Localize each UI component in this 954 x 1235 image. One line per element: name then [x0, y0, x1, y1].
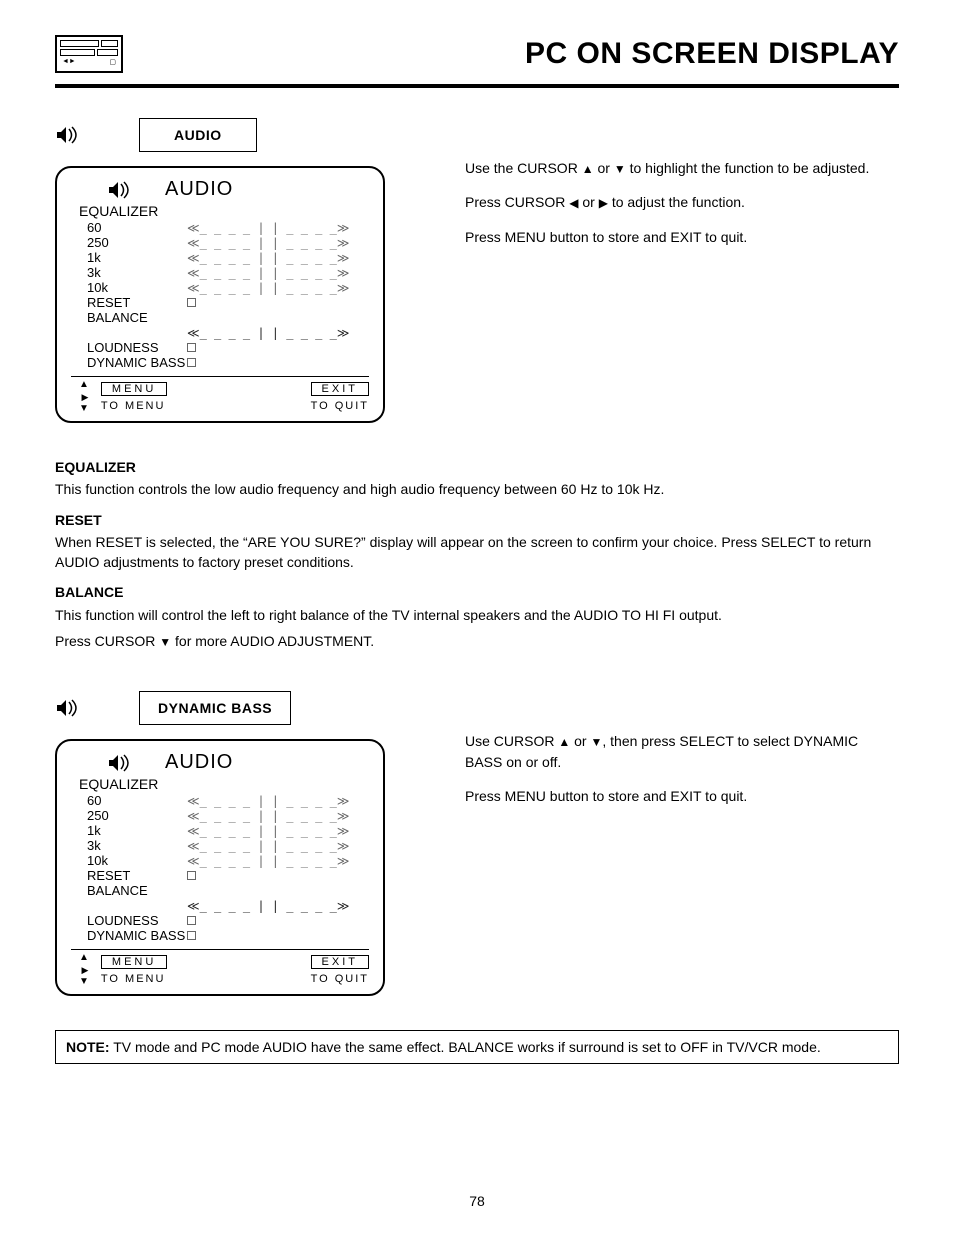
item-label: BALANCE: [87, 310, 187, 325]
osd-divider: [71, 376, 369, 377]
menu-sub: TO MENU: [101, 973, 167, 985]
note-label: NOTE:: [66, 1039, 110, 1055]
slider: ≪_ _ _ _ | | _ _ _ _≫: [187, 794, 349, 808]
logo-icon: ◄►▢: [55, 35, 123, 73]
item-label: LOUDNESS: [87, 340, 187, 355]
exit-box: EXIT: [311, 382, 369, 396]
note-text: TV mode and PC mode AUDIO have the same …: [110, 1039, 821, 1055]
exit-sub: TO QUIT: [311, 400, 369, 412]
exit-box: EXIT: [311, 955, 369, 969]
slider: ≪_ _ _ _ | | _ _ _ _≫: [187, 839, 349, 853]
checkbox-icon: [187, 871, 196, 880]
slider: ≪_ _ _ _ | | _ _ _ _≫: [187, 221, 349, 235]
checkbox-icon: [187, 358, 196, 367]
osd-divider: [71, 949, 369, 950]
band-label: 1k: [87, 823, 187, 838]
page-number: 78: [0, 1193, 954, 1209]
slider: ≪_ _ _ _ | | _ _ _ _≫: [187, 266, 349, 280]
slider: ≪_ _ _ _ | | _ _ _ _≫: [187, 854, 349, 868]
osd-title: AUDIO: [165, 751, 233, 774]
checkbox-icon: [187, 931, 196, 940]
osd-title: AUDIO: [165, 178, 233, 201]
band-label: 10k: [87, 853, 187, 868]
tab-dynamic-bass: DYNAMIC BASS: [139, 691, 291, 725]
speaker-icon: [107, 179, 141, 201]
equalizer-label: EQUALIZER: [57, 203, 383, 219]
note-box: NOTE: TV mode and PC mode AUDIO have the…: [55, 1030, 899, 1064]
nav-arrows-icon: ▲ ▶ ▼: [79, 954, 91, 986]
speaker-icon: [55, 697, 89, 719]
checkbox-icon: [187, 298, 196, 307]
checkbox-icon: [187, 343, 196, 352]
band-label: 60: [87, 793, 187, 808]
band-label: 250: [87, 808, 187, 823]
item-label: BALANCE: [87, 883, 187, 898]
balance-slider: ≪_ _ _ _ | | _ _ _ _≫: [187, 326, 349, 340]
checkbox-icon: [187, 916, 196, 925]
tab-audio: AUDIO: [139, 118, 257, 152]
desc-more: Press CURSOR ▼ for more AUDIO ADJUSTMENT…: [55, 631, 899, 651]
speaker-icon: [55, 124, 89, 146]
item-label: RESET: [87, 868, 187, 883]
heading-balance: BALANCE: [55, 582, 899, 602]
band-label: 10k: [87, 280, 187, 295]
descriptions: EQUALIZER This function controls the low…: [55, 457, 899, 651]
band-label: 1k: [87, 250, 187, 265]
header-rule: [55, 84, 899, 88]
desc-balance: This function will control the left to r…: [55, 605, 899, 625]
band-label: 250: [87, 235, 187, 250]
item-label: RESET: [87, 295, 187, 310]
slider: ≪_ _ _ _ | | _ _ _ _≫: [187, 824, 349, 838]
menu-box: MENU: [101, 955, 167, 969]
item-label: DYNAMIC BASS: [87, 928, 187, 943]
osd-panel-dynamic-bass: AUDIO EQUALIZER 60≪_ _ _ _ | | _ _ _ _≫ …: [55, 739, 385, 996]
menu-sub: TO MENU: [101, 400, 167, 412]
equalizer-label: EQUALIZER: [57, 776, 383, 792]
page-header: ◄►▢ PC ON SCREEN DISPLAY: [55, 30, 899, 78]
instructions-audio: Use the CURSOR ▲ or ▼ to highlight the f…: [465, 118, 899, 261]
instructions-dynamic-bass: Use CURSOR ▲ or ▼, then press SELECT to …: [465, 691, 899, 820]
menu-box: MENU: [101, 382, 167, 396]
balance-slider: ≪_ _ _ _ | | _ _ _ _≫: [187, 899, 349, 913]
slider: ≪_ _ _ _ | | _ _ _ _≫: [187, 809, 349, 823]
heading-reset: RESET: [55, 510, 899, 530]
exit-sub: TO QUIT: [311, 973, 369, 985]
item-label: DYNAMIC BASS: [87, 355, 187, 370]
speaker-icon: [107, 752, 141, 774]
band-label: 3k: [87, 265, 187, 280]
slider: ≪_ _ _ _ | | _ _ _ _≫: [187, 251, 349, 265]
section-audio: AUDIO AUDIO EQUALIZER 60≪_ _ _ _ | | _ _…: [55, 118, 899, 423]
slider: ≪_ _ _ _ | | _ _ _ _≫: [187, 281, 349, 295]
desc-equalizer: This function controls the low audio fre…: [55, 479, 899, 499]
band-label: 60: [87, 220, 187, 235]
slider: ≪_ _ _ _ | | _ _ _ _≫: [187, 236, 349, 250]
section-dynamic-bass: DYNAMIC BASS AUDIO EQUALIZER 60≪_ _ _ _ …: [55, 691, 899, 996]
desc-reset: When RESET is selected, the “ARE YOU SUR…: [55, 532, 899, 573]
osd-panel-audio: AUDIO EQUALIZER 60≪_ _ _ _ | | _ _ _ _≫ …: [55, 166, 385, 423]
band-label: 3k: [87, 838, 187, 853]
page-title: PC ON SCREEN DISPLAY: [525, 37, 899, 71]
item-label: LOUDNESS: [87, 913, 187, 928]
nav-arrows-icon: ▲ ▶ ▼: [79, 381, 91, 413]
heading-equalizer: EQUALIZER: [55, 457, 899, 477]
